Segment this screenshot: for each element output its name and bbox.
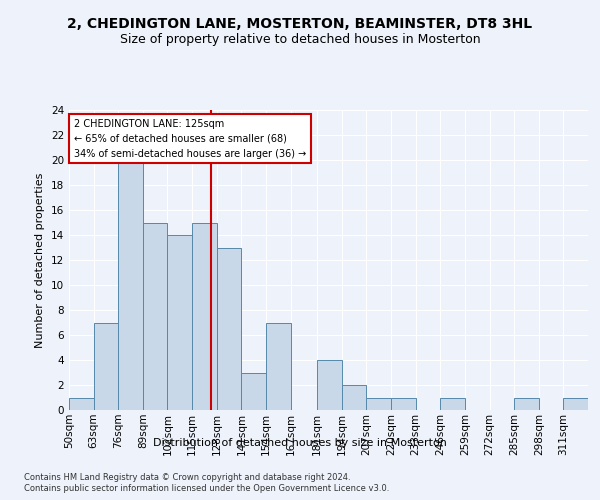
Text: 2 CHEDINGTON LANE: 125sqm
← 65% of detached houses are smaller (68)
34% of semi-: 2 CHEDINGTON LANE: 125sqm ← 65% of detac…	[74, 119, 307, 158]
Text: Distribution of detached houses by size in Mosterton: Distribution of detached houses by size …	[153, 438, 447, 448]
Bar	[241, 372, 266, 410]
Bar	[167, 235, 192, 410]
Bar	[192, 222, 217, 410]
Bar	[217, 248, 241, 410]
Bar	[391, 398, 416, 410]
Text: Contains public sector information licensed under the Open Government Licence v3: Contains public sector information licen…	[24, 484, 389, 493]
Bar	[367, 398, 391, 410]
Text: Size of property relative to detached houses in Mosterton: Size of property relative to detached ho…	[119, 32, 481, 46]
Text: 2, CHEDINGTON LANE, MOSTERTON, BEAMINSTER, DT8 3HL: 2, CHEDINGTON LANE, MOSTERTON, BEAMINSTE…	[67, 18, 533, 32]
Bar	[143, 222, 167, 410]
Bar	[563, 398, 588, 410]
Bar	[94, 322, 118, 410]
Bar	[317, 360, 342, 410]
Text: Contains HM Land Registry data © Crown copyright and database right 2024.: Contains HM Land Registry data © Crown c…	[24, 472, 350, 482]
Bar	[514, 398, 539, 410]
Y-axis label: Number of detached properties: Number of detached properties	[35, 172, 46, 348]
Bar	[69, 398, 94, 410]
Bar	[266, 322, 290, 410]
Bar	[118, 160, 143, 410]
Bar	[440, 398, 465, 410]
Bar	[342, 385, 367, 410]
